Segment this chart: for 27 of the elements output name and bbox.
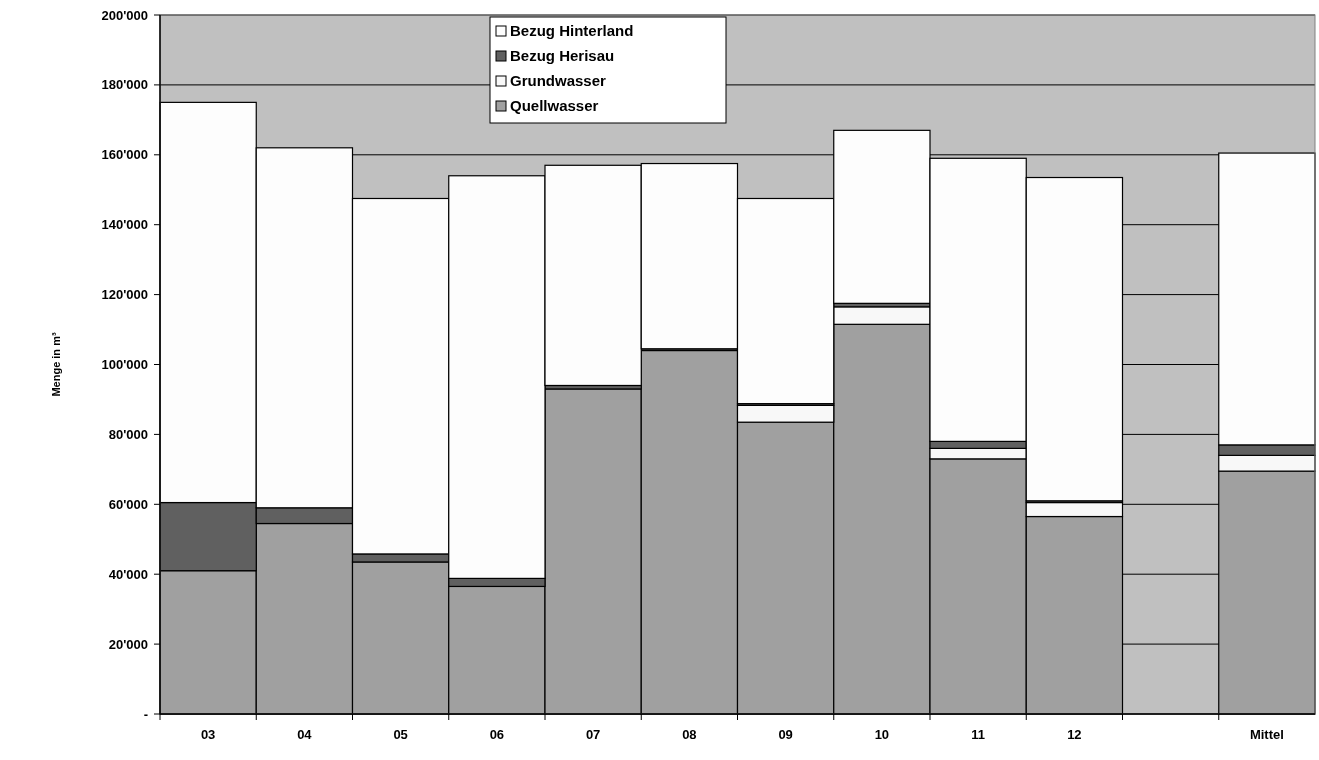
y-tick-label: 120'000	[101, 287, 148, 303]
y-tick-label: 40'000	[108, 566, 148, 582]
legend-label: Quellwasser	[510, 97, 599, 115]
x-tick-label: 11	[971, 727, 985, 742]
y-tick-label: 20'000	[108, 636, 148, 652]
y-tick-label: 160'000	[101, 147, 148, 163]
x-tick-label: 07	[585, 727, 601, 742]
y-tick-label: -	[143, 706, 148, 722]
x-tick-label: 09	[778, 727, 793, 742]
x-tick-label: 10	[874, 727, 890, 742]
legend-label: Grundwasser	[510, 72, 607, 90]
x-tick-label: 05	[393, 727, 408, 742]
x-tick-label: Mittel	[1249, 727, 1284, 742]
x-tick-label: 04	[297, 727, 313, 742]
y-tick-label: 100'000	[101, 357, 148, 373]
legend-label: Bezug Herisau	[510, 47, 615, 65]
x-tick-label: 12	[1067, 727, 1082, 742]
legend-label: Bezug Hinterland	[510, 22, 634, 40]
y-tick-label: 140'000	[101, 217, 148, 233]
y-axis-title: Menge in m³	[50, 332, 62, 397]
y-tick-label: 80'000	[108, 426, 148, 442]
y-tick-label: 60'000	[108, 496, 148, 512]
x-tick-label: 08	[682, 727, 697, 742]
y-tick-label: 200'000	[101, 7, 148, 23]
x-tick-label: 03	[200, 727, 216, 742]
x-tick-label: 06	[489, 727, 505, 742]
y-tick-label: 180'000	[101, 77, 148, 93]
